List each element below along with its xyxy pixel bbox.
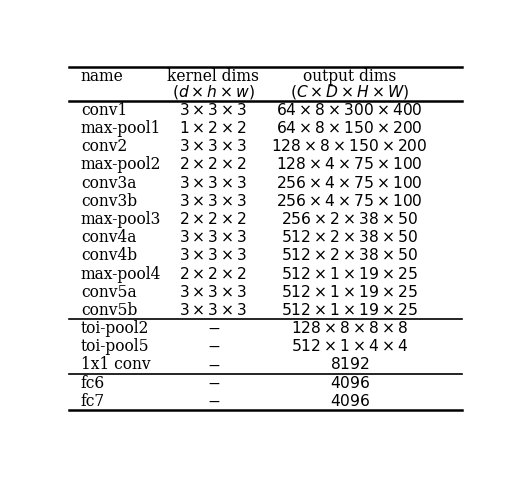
Text: $8192$: $8192$	[330, 357, 369, 374]
Text: $512 \times 1 \times 4 \times 4$: $512 \times 1 \times 4 \times 4$	[291, 338, 409, 355]
Text: $4096$: $4096$	[329, 375, 370, 392]
Text: $512 \times 2 \times 38 \times 50$: $512 \times 2 \times 38 \times 50$	[281, 247, 418, 264]
Text: conv3b: conv3b	[81, 193, 137, 210]
Text: $(C \times D \times H \times W)$: $(C \times D \times H \times W)$	[290, 83, 410, 101]
Text: max-pool1: max-pool1	[81, 120, 161, 137]
Text: $64 \times 8 \times 300 \times 400$: $64 \times 8 \times 300 \times 400$	[277, 102, 423, 119]
Text: $3 \times 3 \times 3$: $3 \times 3 \times 3$	[179, 102, 248, 119]
Text: max-pool4: max-pool4	[81, 266, 161, 282]
Text: $512 \times 1 \times 19 \times 25$: $512 \times 1 \times 19 \times 25$	[281, 302, 418, 319]
Text: $-$: $-$	[207, 393, 220, 410]
Text: max-pool2: max-pool2	[81, 157, 161, 174]
Text: $3 \times 3 \times 3$: $3 \times 3 \times 3$	[179, 193, 248, 210]
Text: $512 \times 1 \times 19 \times 25$: $512 \times 1 \times 19 \times 25$	[281, 284, 418, 301]
Text: $256 \times 4 \times 75 \times 100$: $256 \times 4 \times 75 \times 100$	[277, 193, 423, 210]
Text: $512 \times 2 \times 38 \times 50$: $512 \times 2 \times 38 \times 50$	[281, 229, 418, 246]
Text: $256 \times 4 \times 75 \times 100$: $256 \times 4 \times 75 \times 100$	[277, 174, 423, 192]
Text: $3 \times 3 \times 3$: $3 \times 3 \times 3$	[179, 174, 248, 192]
Text: $(d \times h \times w)$: $(d \times h \times w)$	[171, 83, 255, 101]
Text: $3 \times 3 \times 3$: $3 \times 3 \times 3$	[179, 284, 248, 301]
Text: conv2: conv2	[81, 138, 127, 155]
Text: max-pool3: max-pool3	[81, 211, 161, 228]
Text: $3 \times 3 \times 3$: $3 \times 3 \times 3$	[179, 138, 248, 155]
Text: fc6: fc6	[81, 375, 105, 392]
Text: conv4b: conv4b	[81, 247, 137, 264]
Text: $-$: $-$	[207, 375, 220, 392]
Text: conv4a: conv4a	[81, 229, 136, 246]
Text: conv1: conv1	[81, 102, 127, 119]
Text: 1x1 conv: 1x1 conv	[81, 357, 150, 374]
Text: kernel dims: kernel dims	[167, 68, 259, 85]
Text: $-$: $-$	[207, 338, 220, 355]
Text: $4096$: $4096$	[329, 393, 370, 410]
Text: $64 \times 8 \times 150 \times 200$: $64 \times 8 \times 150 \times 200$	[277, 120, 423, 137]
Text: toi-pool2: toi-pool2	[81, 320, 149, 337]
Text: conv5b: conv5b	[81, 302, 137, 319]
Text: $-$: $-$	[207, 320, 220, 337]
Text: $128 \times 8 \times 8 \times 8$: $128 \times 8 \times 8 \times 8$	[291, 320, 408, 337]
Text: $2 \times 2 \times 2$: $2 \times 2 \times 2$	[179, 157, 247, 174]
Text: $3 \times 3 \times 3$: $3 \times 3 \times 3$	[179, 229, 248, 246]
Text: name: name	[81, 68, 124, 85]
Text: $256 \times 2 \times 38 \times 50$: $256 \times 2 \times 38 \times 50$	[281, 211, 418, 228]
Text: $2 \times 2 \times 2$: $2 \times 2 \times 2$	[179, 211, 247, 228]
Text: $512 \times 1 \times 19 \times 25$: $512 \times 1 \times 19 \times 25$	[281, 266, 418, 282]
Text: $128 \times 8 \times 150 \times 200$: $128 \times 8 \times 150 \times 200$	[271, 138, 428, 155]
Text: conv3a: conv3a	[81, 174, 136, 192]
Text: $128 \times 4 \times 75 \times 100$: $128 \times 4 \times 75 \times 100$	[277, 157, 423, 174]
Text: $2 \times 2 \times 2$: $2 \times 2 \times 2$	[179, 266, 247, 282]
Text: $1 \times 2 \times 2$: $1 \times 2 \times 2$	[179, 120, 247, 137]
Text: $3 \times 3 \times 3$: $3 \times 3 \times 3$	[179, 247, 248, 264]
Text: toi-pool5: toi-pool5	[81, 338, 149, 355]
Text: fc7: fc7	[81, 393, 105, 410]
Text: output dims: output dims	[303, 68, 396, 85]
Text: $-$: $-$	[207, 357, 220, 374]
Text: $3 \times 3 \times 3$: $3 \times 3 \times 3$	[179, 302, 248, 319]
Text: conv5a: conv5a	[81, 284, 136, 301]
